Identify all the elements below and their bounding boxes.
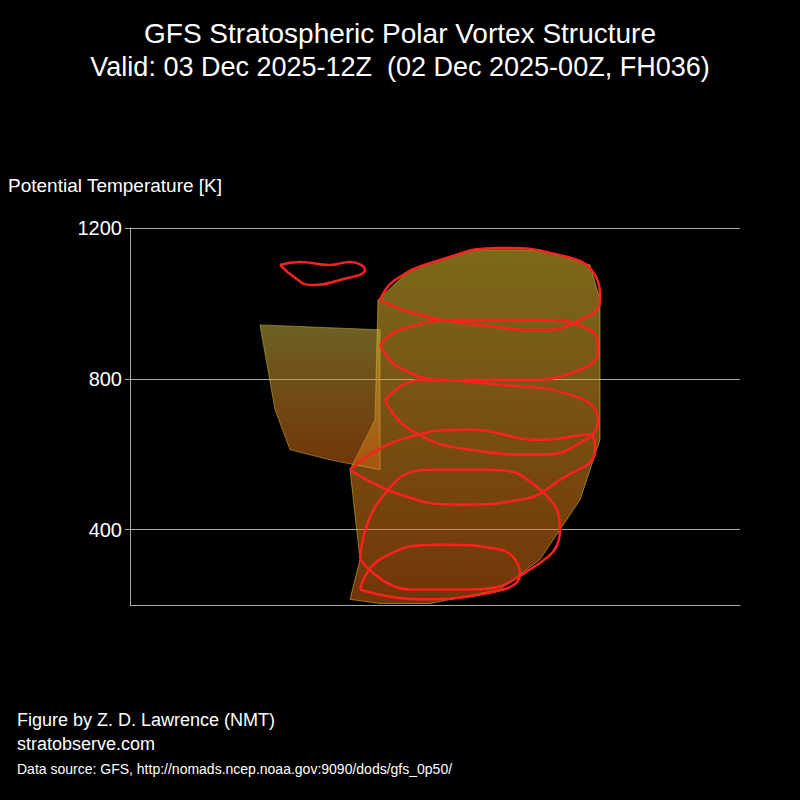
svg-text:800: 800 (89, 368, 122, 390)
svg-text:Data source: GFS, http://nomad: Data source: GFS, http://nomads.ncep.noa… (17, 761, 452, 777)
svg-text:Potential Temperature [K]: Potential Temperature [K] (8, 175, 222, 196)
svg-text:stratobserve.com: stratobserve.com (17, 734, 155, 754)
svg-text:Figure by Z. D. Lawrence (NMT): Figure by Z. D. Lawrence (NMT) (17, 710, 275, 730)
svg-text:1200: 1200 (78, 217, 123, 239)
svg-text:Valid: 03 Dec 2025-12Z (02 De: Valid: 03 Dec 2025-12Z (02 Dec 2025-00Z,… (90, 52, 709, 82)
svg-text:400: 400 (89, 519, 122, 541)
svg-text:GFS Stratospheric Polar Vortex: GFS Stratospheric Polar Vortex Structure (144, 18, 656, 49)
